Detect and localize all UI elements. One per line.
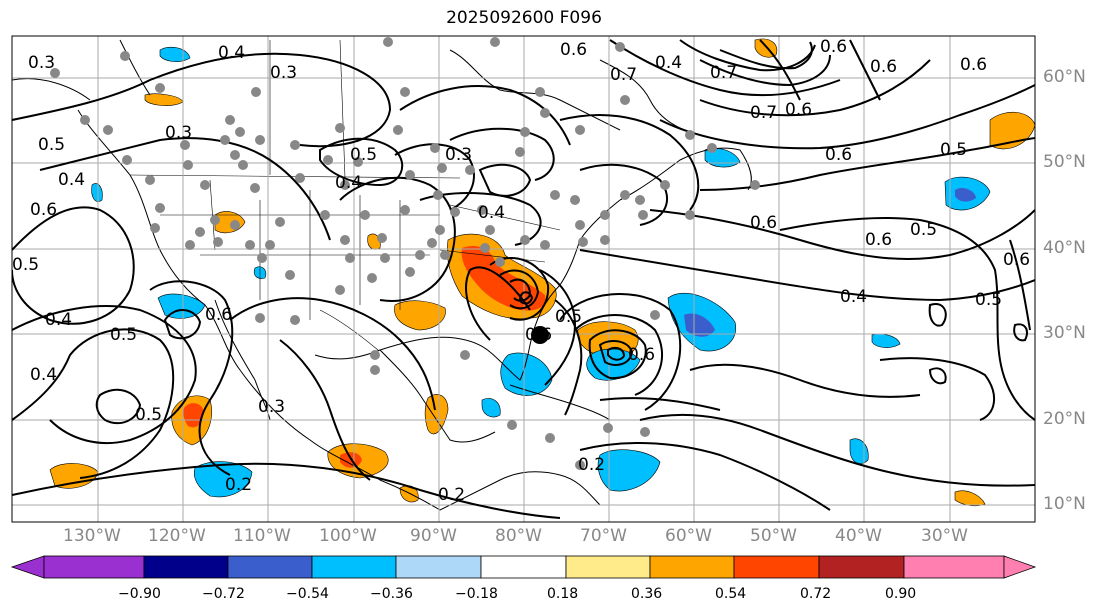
lon-label: 40°W [835, 526, 882, 546]
colorbar-tick: 0.18 [547, 586, 579, 602]
station-markers [50, 37, 760, 470]
colorbar-tick: 0.36 [631, 586, 663, 602]
colorbar-high-arrow [1003, 555, 1037, 579]
colorbar-tick: −0.36 [370, 586, 413, 602]
lat-label: 50°N [1043, 152, 1086, 172]
graticule [12, 36, 1035, 522]
contour-label: 0.4 [840, 287, 867, 307]
lat-label: 60°N [1043, 67, 1086, 87]
contour-label-group: 0.3 0.4 0.3 0.3 0.5 0.4 0.6 0.5 0.4 0.5 … [12, 37, 1030, 505]
contour-label: 0.4 [655, 53, 682, 73]
map-title: 2025092600 F096 [446, 8, 602, 28]
lon-label: 120°W [148, 526, 206, 546]
colorbar-tick: 0.72 [800, 586, 832, 602]
colorbar-low-arrow [10, 555, 45, 579]
colorbar-bin [43, 555, 145, 579]
lon-label: 50°W [750, 526, 797, 546]
contour-label: 0.3 [165, 123, 192, 143]
contour-label: 0.5 [350, 145, 377, 165]
contour-label: 0.3 [445, 145, 472, 165]
contour-label: 0.4 [335, 173, 362, 193]
lon-label: 90°W [410, 526, 457, 546]
contour-label: 0.6 [1003, 250, 1030, 270]
contour-label: 0.6 [205, 305, 232, 325]
contour-label: 0.6 [960, 55, 987, 75]
contour-label: 0.3 [258, 397, 285, 417]
lon-label: 80°W [495, 526, 542, 546]
colorbar-bin [818, 555, 905, 579]
colorbar-bin [480, 555, 567, 579]
lon-label: 130°W [63, 526, 121, 546]
lat-label: 20°N [1043, 409, 1086, 429]
contour-label: 0.7 [610, 65, 637, 85]
contour-label: 0.6 [820, 37, 847, 57]
colorbar-bin [565, 555, 651, 579]
colorbar-bin [311, 555, 397, 579]
shade-red-pacific [183, 403, 204, 428]
contour-label: 0.4 [58, 170, 85, 190]
contour-label: 0.5 [38, 135, 65, 155]
contour-label: 0.5 [135, 405, 162, 425]
lon-label: 110°W [233, 526, 291, 546]
contour-label: 0.6 [750, 213, 777, 233]
contour-label: 0.6 [525, 325, 552, 345]
contour-label: 0.7 [710, 63, 737, 83]
colorbar-tick: 0.90 [885, 586, 917, 602]
colorbar-tick: −0.54 [286, 586, 329, 602]
lon-label: 100°W [319, 526, 377, 546]
colorbar-tick: −0.90 [118, 586, 161, 602]
contour-label: 0.6 [825, 145, 852, 165]
colorbar-bin [903, 555, 1005, 579]
contour-label: 0.5 [12, 255, 39, 275]
lat-label: 30°N [1043, 323, 1086, 343]
contour-label: 0.6 [870, 57, 897, 77]
lat-label: 40°N [1043, 238, 1086, 258]
contour-label: 0.3 [28, 53, 55, 73]
colorbar [10, 555, 1037, 579]
colorbar-bin [395, 555, 482, 579]
contour-label: 0.4 [30, 365, 57, 385]
lon-label: 60°W [665, 526, 712, 546]
contour-label: 0.4 [478, 203, 505, 223]
colorbar-tick: −0.18 [455, 586, 498, 602]
colorbar-tick: −0.72 [202, 586, 245, 602]
contour-label: 0.5 [555, 307, 582, 327]
contour-label: 0.2 [578, 455, 605, 475]
coastlines [12, 39, 752, 511]
colorbar-bin [649, 555, 735, 579]
contour-label: 0.4 [45, 310, 72, 330]
contour-label: 0.6 [785, 100, 812, 120]
contour-label: 0.2 [225, 475, 252, 495]
contour-label: 0.3 [270, 63, 297, 83]
colorbar-bin [733, 555, 820, 579]
contour-label: 0.5 [910, 220, 937, 240]
colorbar-bin [227, 555, 313, 579]
contour-label: 0.5 [940, 140, 967, 160]
contour-label: 0.5 [110, 325, 137, 345]
contour-label: 0.2 [438, 485, 465, 505]
contour-label: 0.5 [975, 290, 1002, 310]
contour-label: 0.6 [30, 200, 57, 220]
lat-label: 10°N [1043, 494, 1086, 514]
storm-center-marker [531, 326, 549, 344]
lon-label: 30°W [921, 526, 968, 546]
contour-label: 0.7 [750, 103, 777, 123]
lon-label: 70°W [580, 526, 627, 546]
colorbar-tick: 0.54 [715, 586, 747, 602]
contour-label: 0.6 [628, 345, 655, 365]
contour-label: 0.6 [560, 40, 587, 60]
contour-label: 0.6 [865, 230, 892, 250]
colorbar-bin [143, 555, 229, 579]
contour-label: 0.4 [218, 43, 245, 63]
map-frame [11, 35, 1036, 523]
